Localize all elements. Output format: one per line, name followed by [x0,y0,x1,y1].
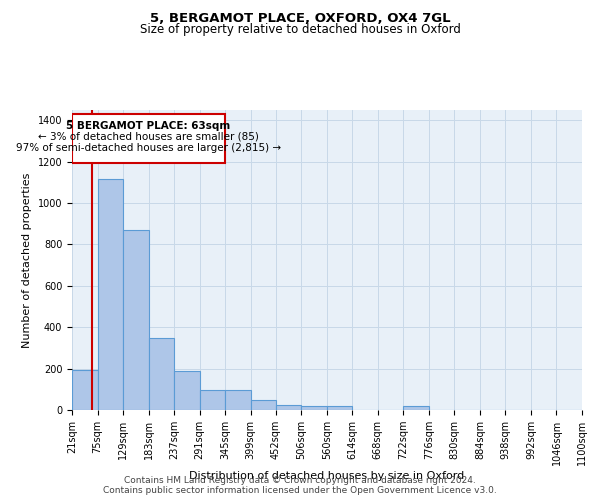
Text: 5 BERGAMOT PLACE: 63sqm: 5 BERGAMOT PLACE: 63sqm [67,120,230,130]
Bar [149,338,174,410]
Text: 5, BERGAMOT PLACE, OXFORD, OX4 7GL: 5, BERGAMOT PLACE, OXFORD, OX4 7GL [149,12,451,26]
Text: ← 3% of detached houses are smaller (85): ← 3% of detached houses are smaller (85) [38,132,259,142]
Bar [225,390,251,410]
Bar [403,406,429,410]
Y-axis label: Number of detached properties: Number of detached properties [22,172,32,348]
Bar [301,406,327,410]
Bar [72,114,225,163]
Bar [276,405,301,410]
Text: Contains HM Land Registry data © Crown copyright and database right 2024.: Contains HM Land Registry data © Crown c… [124,476,476,485]
Bar [200,390,225,410]
Bar [327,406,352,410]
X-axis label: Distribution of detached houses by size in Oxford: Distribution of detached houses by size … [190,470,464,480]
Bar [72,370,98,410]
Bar [251,400,276,410]
Bar [123,230,149,410]
Text: Size of property relative to detached houses in Oxford: Size of property relative to detached ho… [140,22,460,36]
Text: 97% of semi-detached houses are larger (2,815) →: 97% of semi-detached houses are larger (… [16,144,281,154]
Bar [98,180,123,410]
Text: Contains public sector information licensed under the Open Government Licence v3: Contains public sector information licen… [103,486,497,495]
Bar [174,370,200,410]
